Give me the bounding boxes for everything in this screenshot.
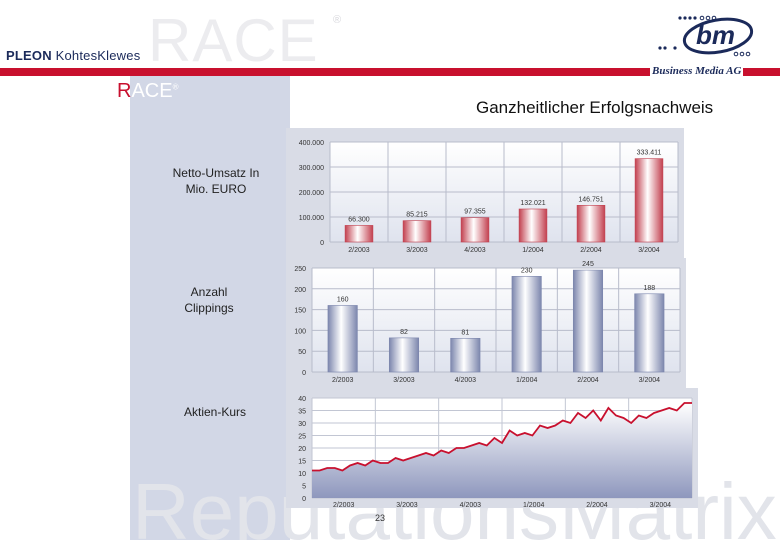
y-tick-label: 0 — [320, 240, 324, 247]
y-tick-label: 300.000 — [299, 165, 324, 172]
y-tick-label: 100 — [294, 328, 306, 335]
bar — [634, 293, 665, 373]
x-tick-label: 3/2003 — [406, 247, 428, 254]
bar — [460, 217, 490, 243]
y-tick-label: 30 — [298, 421, 306, 428]
chart-aktien-kurs: 0 5 10 15 20 25 30 35 40 2/2003 3/2003 4/2003 1/2004… — [286, 388, 698, 509]
race-logo-r: R — [117, 80, 132, 102]
x-tick-label: 2/2004 — [586, 502, 608, 508]
bar — [572, 269, 604, 373]
x-tick-label: 3/2003 — [393, 377, 415, 384]
bar-value-label: 82 — [400, 329, 408, 336]
label-aktien-kurs: Aktien-Kurs — [183, 405, 247, 419]
bar-value-label: 188 — [643, 285, 655, 292]
clippings-chart-svg: 0 50 100 150 200 250 160 2/2003 82 3/2003 81 4/2003… — [294, 261, 681, 384]
race-watermark-registered-mark: ® — [333, 14, 342, 26]
x-tick-label: 2/2003 — [333, 502, 355, 508]
left-gray-panel — [130, 76, 290, 540]
x-tick-label: 2/2003 — [332, 377, 354, 384]
x-tick-label: 3/2004 — [639, 377, 661, 384]
race-logo: RACE® — [117, 80, 178, 103]
bar — [450, 338, 481, 373]
y-tick-label: 50 — [298, 349, 306, 356]
x-tick-label: 3/2003 — [396, 502, 418, 508]
bar-value-label: 85.215 — [406, 212, 428, 219]
bar-value-label: 66.300 — [348, 216, 370, 223]
umsatz-chart-svg: 0 100.000 200.000 300.000 400.000 66.300 2/200… — [299, 140, 679, 254]
race-logo-registered-mark: ® — [172, 82, 179, 92]
y-tick-label: 100.000 — [299, 215, 324, 222]
y-tick-label: 5 — [302, 484, 306, 491]
y-tick-label: 250 — [294, 266, 306, 273]
y-tick-label: 150 — [294, 308, 306, 315]
price-area-fill — [312, 403, 692, 498]
kurs-chart-svg: 0 5 10 15 20 25 30 35 40 2/2003 3/2003 4/2003 1/2004… — [298, 396, 693, 509]
bar — [576, 205, 606, 243]
x-tick-label: 2/2004 — [577, 377, 599, 384]
bar — [518, 208, 548, 243]
y-tick-label: 15 — [298, 459, 306, 466]
business-media-caption: Business Media AG — [650, 65, 744, 77]
bar-value-label: 230 — [521, 267, 533, 274]
y-tick-label: 20 — [298, 446, 306, 453]
x-tick-label: 4/2003 — [460, 502, 482, 508]
chart-netto-umsatz: 0 100.000 200.000 300.000 400.000 66.300 2/200… — [286, 128, 684, 258]
y-tick-label: 200 — [294, 287, 306, 294]
x-tick-label: 1/2004 — [523, 502, 545, 508]
bar — [402, 220, 432, 243]
bar-value-label: 97.355 — [464, 209, 486, 216]
x-tick-label: 2/2004 — [580, 247, 602, 254]
x-tick-label: 2/2003 — [348, 247, 370, 254]
bar — [388, 337, 420, 373]
price-line — [312, 402, 692, 472]
race-logo-text: ACE — [131, 80, 173, 102]
svg-text:bm: bm — [696, 20, 735, 50]
race-watermark: RACE — [148, 7, 319, 74]
bar-value-label: 81 — [461, 329, 469, 336]
label-clippings-line2: Clippings — [184, 301, 234, 315]
x-tick-label: 4/2003 — [464, 247, 486, 254]
bar — [511, 276, 542, 373]
label-netto-umsatz: Netto-Umsatz In Mio. EURO — [172, 166, 260, 196]
bar — [634, 158, 664, 243]
bar-value-label: 160 — [337, 296, 349, 303]
y-tick-label: 40 — [298, 396, 306, 403]
kohtesklewes-brand: KohtesKlewes — [55, 48, 141, 63]
pleon-kohtesklewes-logo: PLEON KohtesKlewes — [6, 48, 140, 63]
page-title: Ganzheitlicher Erfolgsnachweis — [476, 98, 714, 117]
x-tick-label: 1/2004 — [516, 377, 538, 384]
y-tick-label: 25 — [298, 434, 306, 441]
y-tick-label: 400.000 — [299, 140, 324, 147]
y-tick-label: 0 — [302, 370, 306, 377]
page-number: 23 — [375, 513, 386, 523]
x-tick-label: 3/2004 — [650, 502, 672, 508]
chart-anzahl-clippings: 0 50 100 150 200 250 160 2/2003 82 3/2003 81 4/2003… — [286, 258, 686, 388]
pleon-brand: PLEON — [6, 48, 52, 63]
bar-value-label: 132.021 — [520, 200, 545, 207]
bm-logo-icon: bm — [658, 15, 754, 57]
bar-value-label: 333.411 — [637, 150, 662, 157]
y-tick-label: 0 — [302, 496, 306, 503]
y-tick-label: 35 — [298, 409, 306, 416]
bar-value-label: 245 — [582, 261, 594, 268]
y-tick-label: 200.000 — [299, 190, 324, 197]
x-tick-label: 3/2004 — [638, 247, 660, 254]
bar — [344, 225, 374, 243]
bar-value-label: 146.751 — [578, 196, 603, 203]
label-clippings-line1: Anzahl — [190, 285, 228, 299]
x-tick-label: 1/2004 — [522, 247, 544, 254]
bar — [327, 305, 358, 373]
label-anzahl-clippings: Anzahl Clippings — [170, 284, 248, 316]
x-tick-label: 4/2003 — [455, 377, 477, 384]
header-red-bar — [0, 68, 780, 76]
y-tick-label: 10 — [298, 471, 306, 478]
